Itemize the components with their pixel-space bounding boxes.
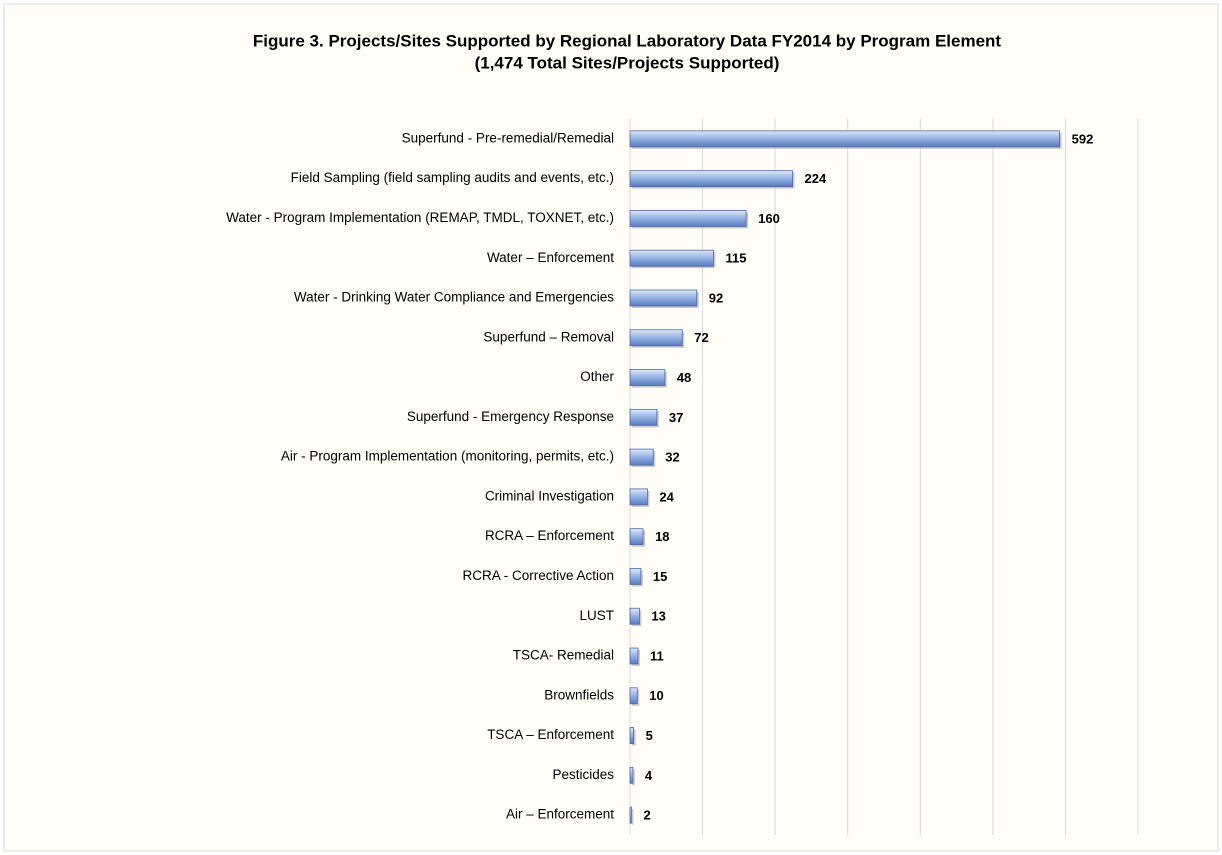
bar bbox=[629, 607, 640, 625]
value-label: 4 bbox=[645, 768, 653, 783]
y-tick-label: TSCA – Enforcement bbox=[487, 727, 614, 742]
value-label: 11 bbox=[650, 648, 664, 663]
y-tick-label: Air – Enforcement bbox=[506, 807, 614, 822]
bar bbox=[629, 568, 642, 585]
value-label: 18 bbox=[655, 529, 669, 544]
y-tick-label: Other bbox=[580, 369, 614, 384]
y-tick-label: Water - Drinking Water Compliance and Em… bbox=[294, 290, 614, 305]
chart-subtitle: (1,474 Total Sites/Projects Supported) bbox=[475, 53, 780, 72]
bar bbox=[629, 408, 658, 426]
value-label: 10 bbox=[649, 688, 663, 703]
bar bbox=[629, 369, 666, 386]
value-label: 5 bbox=[646, 728, 653, 743]
y-tick-label: RCRA – Enforcement bbox=[485, 528, 614, 543]
value-label: 24 bbox=[659, 489, 674, 504]
y-tick-label: Superfund – Removal bbox=[483, 329, 614, 344]
value-label: 592 bbox=[1072, 131, 1094, 146]
bar bbox=[629, 727, 635, 744]
value-label: 224 bbox=[805, 171, 827, 186]
bar bbox=[629, 806, 632, 824]
y-tick-label: Superfund - Pre-remedial/Remedial bbox=[402, 130, 614, 145]
y-tick-label: TSCA- Remedial bbox=[513, 648, 614, 663]
bar bbox=[629, 766, 634, 784]
value-label: 2 bbox=[643, 808, 650, 823]
bar bbox=[629, 687, 638, 705]
bar bbox=[629, 329, 683, 347]
y-tick-label: Air - Program Implementation (monitoring… bbox=[281, 449, 614, 464]
bar-shadow bbox=[632, 809, 634, 826]
y-tick-label: Water – Enforcement bbox=[487, 250, 614, 265]
y-tick-label: RCRA - Corrective Action bbox=[462, 568, 614, 583]
value-label: 92 bbox=[709, 290, 723, 305]
value-label: 15 bbox=[653, 569, 667, 584]
bar-shadow bbox=[632, 769, 635, 786]
chart-title: Figure 3. Projects/Sites Supported by Re… bbox=[253, 31, 1002, 50]
y-tick-label: Criminal Investigation bbox=[485, 488, 614, 503]
y-tick-label: Superfund - Emergency Response bbox=[407, 409, 614, 424]
value-label: 115 bbox=[725, 251, 746, 266]
y-tick-label: Water - Program Implementation (REMAP, T… bbox=[226, 210, 614, 225]
bar bbox=[629, 210, 747, 227]
bar bbox=[629, 488, 648, 506]
bar bbox=[629, 647, 639, 665]
bar bbox=[629, 448, 654, 466]
value-label: 72 bbox=[694, 330, 708, 345]
bar bbox=[629, 130, 1061, 148]
value-label: 13 bbox=[651, 609, 665, 624]
bar bbox=[629, 528, 644, 546]
y-tick-label: Field Sampling (field sampling audits an… bbox=[291, 170, 614, 185]
value-label: 160 bbox=[758, 211, 780, 226]
value-label: 37 bbox=[669, 410, 683, 425]
value-label: 48 bbox=[677, 370, 691, 385]
value-label: 32 bbox=[665, 450, 679, 465]
y-tick-label: Pesticides bbox=[552, 767, 614, 782]
y-tick-label: Brownfields bbox=[544, 687, 614, 702]
bar bbox=[629, 289, 698, 307]
y-tick-label: LUST bbox=[579, 608, 614, 623]
bar bbox=[629, 170, 793, 188]
bar bbox=[629, 249, 714, 267]
